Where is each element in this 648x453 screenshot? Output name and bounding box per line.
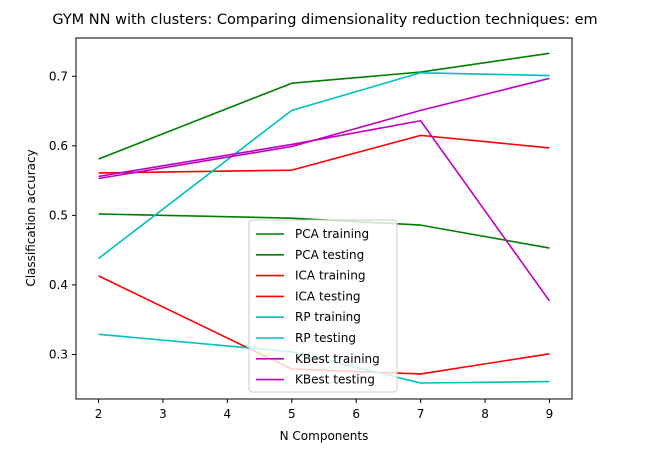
y-axis-label: Classification accuracy (24, 149, 38, 286)
legend-label-3: ICA testing (295, 289, 361, 303)
legend-label-2: ICA training (295, 269, 365, 283)
series-line-7 (98, 119, 551, 302)
legend-label-4: RP training (295, 310, 361, 324)
x-tick-label: 3 (159, 407, 167, 421)
y-tick-label: 0.5 (49, 208, 68, 222)
y-tick-label: 0.7 (49, 69, 68, 83)
series-line-4 (98, 71, 550, 260)
plot-frame (75, 37, 573, 400)
series-line-6 (98, 77, 550, 180)
legend-box (248, 219, 398, 393)
x-tick-label: 6 (352, 407, 360, 421)
x-axis-label: N Components (280, 429, 369, 443)
x-tick-label: 2 (95, 407, 103, 421)
legend-label-5: RP testing (295, 331, 356, 345)
x-tick-label: 7 (417, 407, 425, 421)
x-tick-label: 8 (481, 407, 489, 421)
y-axis: 0.3 0.4 0.5 0.6 0.7 (49, 69, 76, 361)
x-tick-label: 4 (224, 407, 232, 421)
y-tick-label: 0.4 (49, 278, 68, 292)
y-tick-label: 0.3 (49, 347, 68, 361)
series-line-0 (98, 52, 550, 160)
series-line-2 (98, 134, 550, 174)
legend: PCA training PCA testing ICA training ICA t… (248, 219, 398, 393)
chart-title: GYM NN with clusters: Comparing dimensio… (52, 12, 597, 28)
legend-label-1: PCA testing (295, 248, 364, 262)
legend-label-6: KBest training (295, 352, 380, 366)
y-tick-label: 0.6 (49, 139, 68, 153)
legend-label-0: PCA training (295, 227, 369, 241)
legend-label-7: KBest testing (295, 373, 375, 387)
x-tick-label: 5 (288, 407, 296, 421)
x-axis: 2 3 4 5 6 7 8 9 (95, 399, 554, 421)
x-tick-label: 9 (546, 407, 554, 421)
